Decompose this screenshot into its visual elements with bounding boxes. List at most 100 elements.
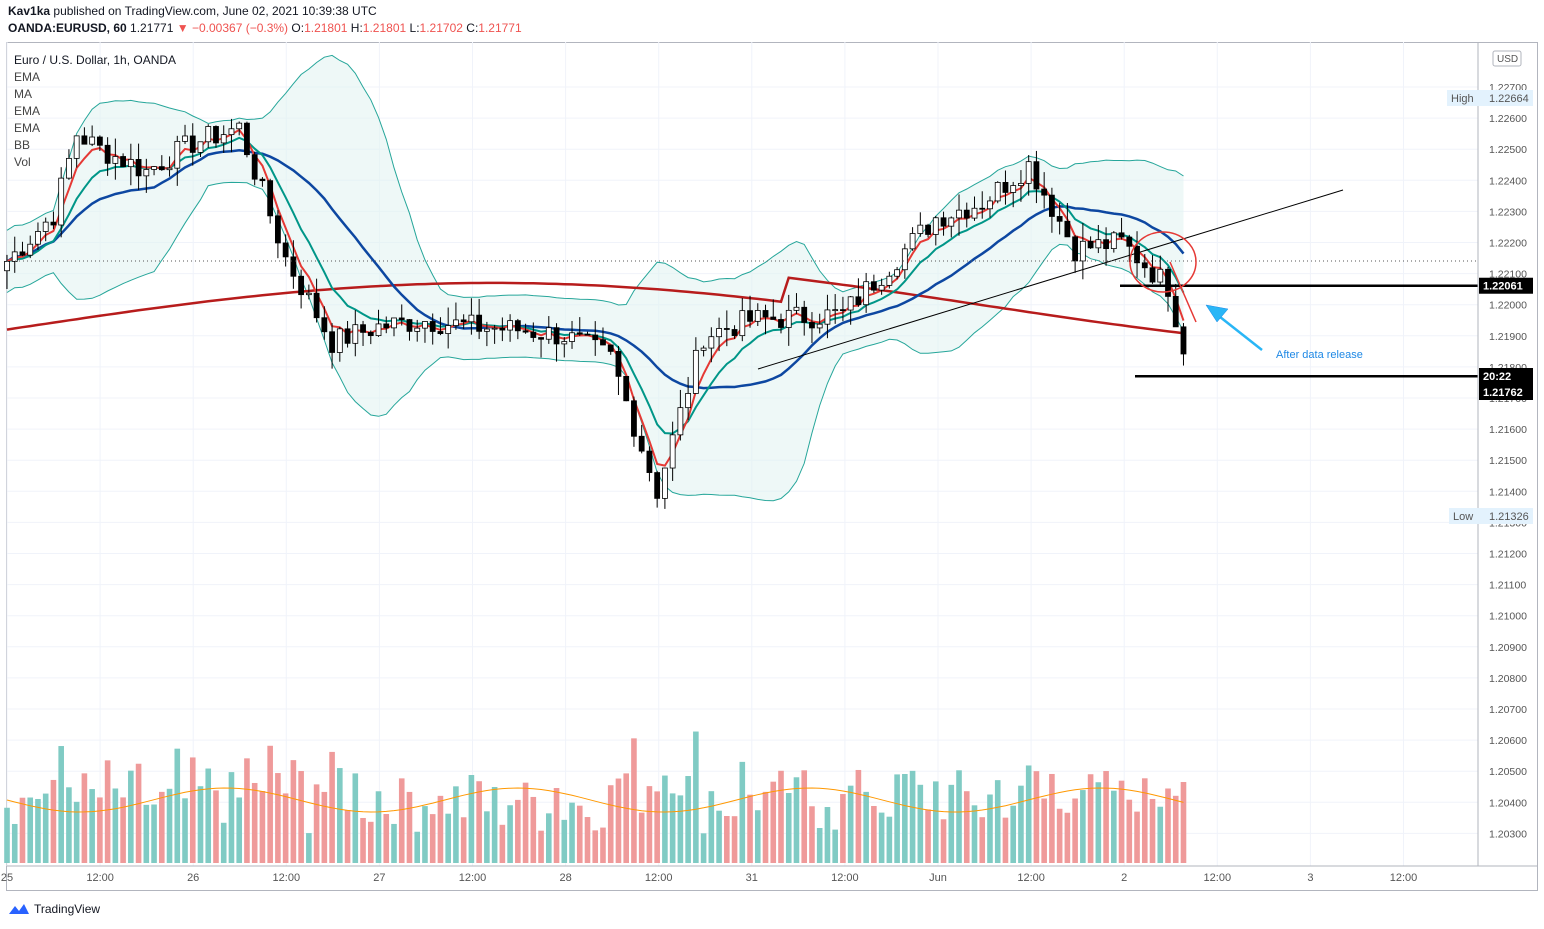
candle-body <box>901 248 908 271</box>
candle-body <box>538 337 544 340</box>
legend-title[interactable]: Euro / U.S. Dollar, 1h, OANDA <box>14 53 177 67</box>
candle-body <box>840 309 846 312</box>
legend-vol[interactable]: Vol <box>14 155 31 169</box>
candle-body <box>994 182 1001 202</box>
volume-bar <box>97 797 103 863</box>
volume-bar <box>754 810 761 863</box>
volume-bar <box>933 781 939 863</box>
candle-body <box>274 215 281 244</box>
candle-body <box>654 472 661 499</box>
candle-body <box>584 333 591 336</box>
time-tick-label: 12:00 <box>86 872 114 884</box>
annotation-arrow-head <box>1205 304 1229 323</box>
volume-bar <box>11 823 18 863</box>
candle-body <box>1157 268 1164 283</box>
candle-body <box>685 393 692 409</box>
volume-bar <box>855 769 862 863</box>
volume-bar <box>81 773 88 863</box>
candle-body <box>391 317 397 329</box>
candle-body <box>878 284 885 291</box>
candle-body <box>158 166 165 171</box>
candle-body <box>414 327 421 332</box>
price-tick-label: 1.20300 <box>1489 828 1527 840</box>
candle-body <box>886 275 893 286</box>
volume-bar <box>785 793 792 863</box>
volume-bar <box>383 814 390 863</box>
volume-bar <box>360 817 366 863</box>
candle-body <box>27 243 34 256</box>
candle-body <box>313 292 320 319</box>
volume-bar <box>615 778 622 863</box>
volume-bar <box>1018 785 1024 863</box>
annotation-text: After data release <box>1276 349 1363 361</box>
volume-bar <box>189 757 196 863</box>
candle-body <box>422 321 428 329</box>
volume-ma-line <box>6 787 1184 813</box>
price-tick-label: 1.21200 <box>1489 549 1527 561</box>
candle-body <box>321 317 328 333</box>
volume-bar <box>19 797 26 863</box>
volume-bar <box>654 791 660 863</box>
candle-body <box>120 156 126 168</box>
time-tick-label: 2 <box>1121 872 1127 884</box>
volume-bar <box>220 822 227 863</box>
time-tick-label: Jun <box>929 872 947 884</box>
legend-ma[interactable]: MA <box>14 87 32 101</box>
tradingview-brand[interactable]: TradingView <box>8 902 100 916</box>
price-tick-label: 1.21900 <box>1489 331 1527 343</box>
time-tick-label: 12:00 <box>1390 872 1418 884</box>
volume-bar <box>298 771 304 863</box>
candle-body <box>460 319 467 323</box>
price-tick-label: 1.22500 <box>1489 144 1527 156</box>
candle-body <box>1141 262 1148 269</box>
candle-body <box>809 322 815 329</box>
candle-body <box>870 281 877 291</box>
volume-bar <box>1157 806 1164 863</box>
volume-bar <box>561 819 568 863</box>
candle-body <box>189 135 196 153</box>
volume-bar <box>731 816 738 863</box>
candle-body <box>367 331 374 337</box>
legend-bb[interactable]: BB <box>14 138 31 152</box>
candle-body <box>73 135 80 159</box>
volume-bar <box>863 791 869 863</box>
volume-bar <box>600 827 606 863</box>
volume-bar <box>58 746 64 863</box>
price-tick-label: 1.21500 <box>1489 455 1527 467</box>
price-tick-label: 1.22000 <box>1489 300 1527 312</box>
candle-body <box>491 327 498 330</box>
author-name[interactable]: Kav1ka <box>8 4 51 18</box>
price-tick-label: 1.21100 <box>1489 580 1526 592</box>
price-change: ▼ −0.00367 (−0.3%) <box>176 21 289 35</box>
candle-body <box>1134 245 1140 264</box>
volume-bar <box>476 781 482 863</box>
volume-bar <box>1126 799 1133 863</box>
candle-body <box>708 336 715 349</box>
volume-bar <box>1041 798 1047 863</box>
volume-bar <box>73 801 80 863</box>
volume-bar <box>1056 808 1063 863</box>
volume-bar <box>453 786 459 863</box>
candle-body <box>220 134 227 144</box>
candle-body <box>344 328 351 344</box>
volume-bar <box>367 821 374 863</box>
candle-body <box>832 309 839 312</box>
volume-bar <box>4 807 10 863</box>
bollinger-upper-line <box>6 54 1184 306</box>
volume-bar <box>994 780 1001 863</box>
time-axis: 25 12:00 26 12:00 27 12:00 28 12:00 31 12:00 Jun 12… <box>1 865 1537 884</box>
legend-ema-1[interactable]: EMA <box>14 70 41 84</box>
volume-bar <box>1002 817 1009 863</box>
price-tick-label: 1.22300 <box>1489 206 1527 218</box>
open-label: O: <box>291 21 305 35</box>
candle-body <box>723 328 730 330</box>
legend-ema-3[interactable]: EMA <box>14 121 41 135</box>
volume-bar <box>398 778 405 863</box>
candle-body <box>290 256 297 277</box>
volume-bar <box>66 787 72 863</box>
legend-ema-2[interactable]: EMA <box>14 104 41 118</box>
volume-bar <box>1087 774 1094 863</box>
highlight-red-line <box>1169 261 1197 323</box>
candle-body <box>1110 232 1117 250</box>
